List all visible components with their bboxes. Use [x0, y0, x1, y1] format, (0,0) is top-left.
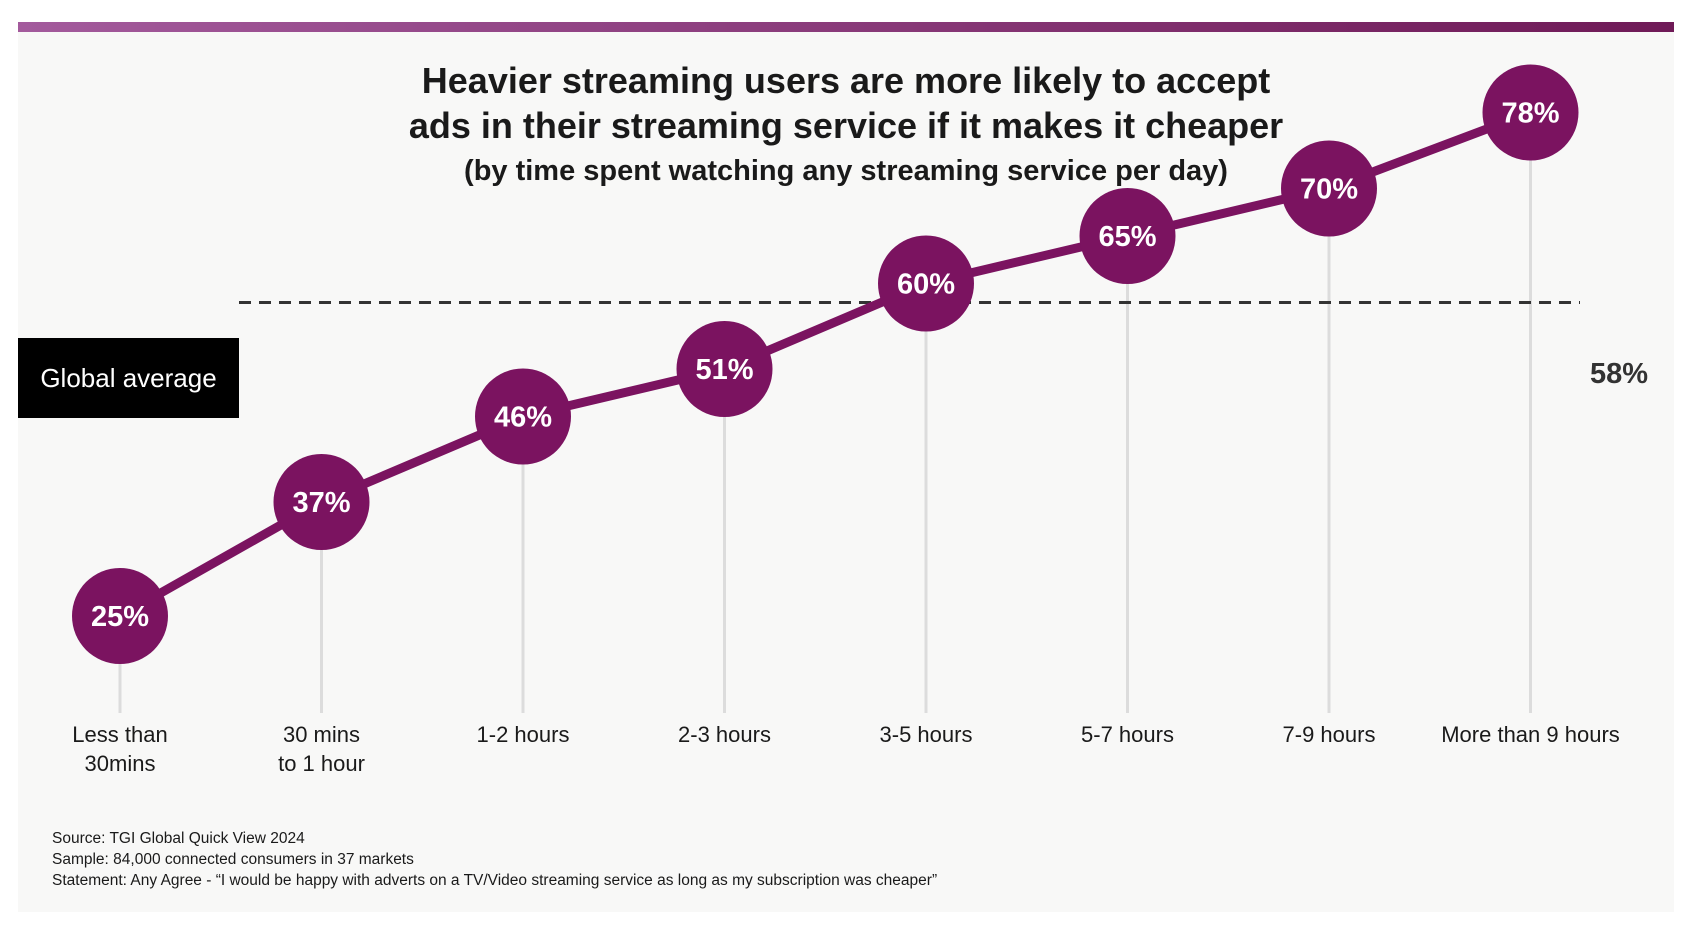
statement-note: Statement: Any Agree - “I would be happy…: [52, 872, 938, 889]
data-point: [676, 321, 773, 417]
data-label: 78%: [1501, 98, 1559, 130]
data-point: [273, 454, 370, 550]
x-tick-label: 2-3 hours: [678, 722, 771, 747]
x-tick-label: 7-9 hours: [1282, 722, 1376, 747]
header-accent-bar: [18, 22, 1674, 32]
data-point: [878, 235, 974, 332]
footnotes: Source: TGI Global Quick View 2024 Sampl…: [52, 828, 937, 891]
data-label: 51%: [695, 354, 753, 386]
x-tick-label: 1-2 hours: [476, 722, 570, 747]
global-average-value: 58%: [1590, 358, 1649, 390]
data-label: 46%: [494, 402, 552, 434]
chart-title-line-1: Heavier streaming users are more likely …: [421, 60, 1271, 101]
data-point: [1281, 140, 1377, 237]
x-tick-label: 30 mins to 1 hour: [278, 722, 365, 776]
x-tick-label: 5-7 hours: [1081, 722, 1174, 747]
data-label: 37%: [292, 487, 350, 519]
source-note: Source: TGI Global Quick View 2024: [52, 830, 305, 847]
chart-title: Heavier streaming users are more likely …: [0, 58, 1692, 148]
data-label: 65%: [1098, 221, 1156, 253]
global-average-label: Global average: [18, 338, 239, 418]
chart-subtitle: (by time spent watching any streaming se…: [464, 155, 1228, 187]
data-label: 60%: [897, 269, 955, 301]
data-point: [1482, 64, 1579, 161]
data-point: [72, 568, 168, 664]
x-tick-label: Less than 30mins: [72, 722, 168, 776]
data-label: 70%: [1300, 174, 1358, 206]
data-point: [475, 368, 571, 465]
x-tick-label: 3-5 hours: [879, 722, 973, 747]
chart-title-line-2: ads in their streaming service if it mak…: [408, 105, 1284, 146]
x-tick-label: More than 9 hours: [1441, 722, 1620, 747]
data-point: [1079, 188, 1176, 284]
sample-note: Sample: 84,000 connected consumers in 37…: [52, 851, 414, 868]
data-label: 25%: [91, 601, 149, 633]
